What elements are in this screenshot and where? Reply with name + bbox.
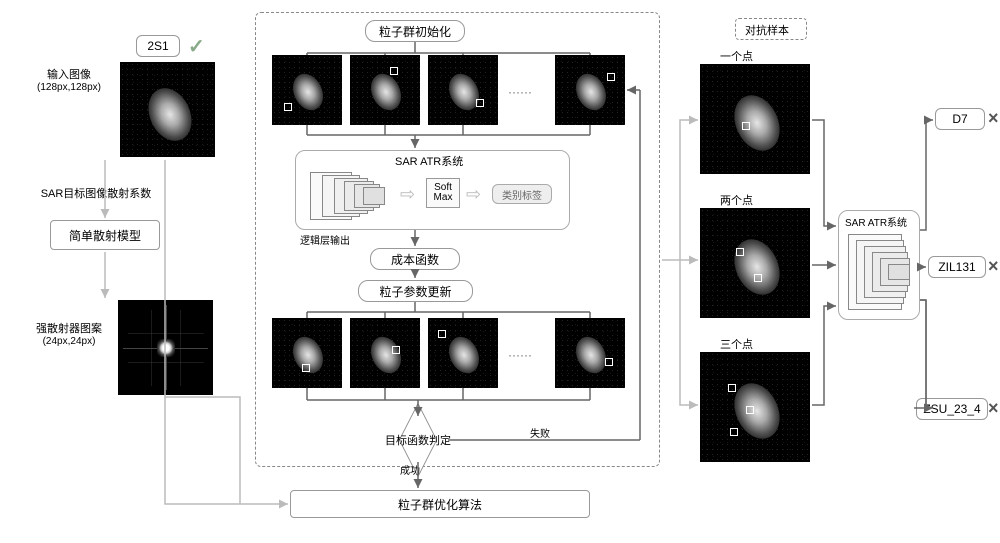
adv-sample-label: 对抗样本 — [745, 22, 789, 38]
particle-top-1 — [272, 55, 342, 125]
class-label: 2S1 — [136, 35, 180, 57]
scatterer-pattern-label-text: 强散射器图案 — [24, 320, 114, 336]
sar-atr-right-title: SAR ATR系统 — [845, 214, 907, 229]
particle-top-3 — [428, 55, 498, 125]
simple-scatter-model: 简单散射模型 — [50, 220, 160, 250]
input-image-label: 输入图像 (128px,128px) — [24, 66, 114, 93]
adv-img-3 — [700, 352, 810, 462]
cnn-stack-right — [848, 234, 912, 312]
update-box: 粒子参数更新 — [358, 280, 473, 302]
fail-label: 失败 — [530, 425, 550, 440]
pso-box-text: 粒子群优化算法 — [398, 496, 482, 513]
one-point-label: 一个点 — [720, 48, 753, 64]
arrow-softmax-tag-icon: ⇨ — [466, 184, 481, 205]
class-tag-box: 类别标签 — [492, 184, 552, 204]
dots-top: ······ — [508, 85, 532, 99]
particle-bot-2 — [350, 318, 420, 388]
scatterer-pattern-label: 强散射器图案 (24px,24px) — [24, 320, 114, 347]
init-box-text: 粒子群初始化 — [379, 23, 451, 40]
arrow-cnn-softmax-icon: ⇨ — [400, 184, 415, 205]
update-text: 粒子参数更新 — [379, 283, 451, 300]
class-label-text: 2S1 — [147, 39, 168, 53]
particle-bot-1 — [272, 318, 342, 388]
dots-bot: ······ — [508, 348, 532, 362]
cost-fn-box: 成本函数 — [370, 248, 460, 270]
input-image-dims: (128px,128px) — [24, 82, 114, 93]
out-label-2: ZIL131 — [928, 256, 986, 278]
softmax-box: Soft Max — [426, 178, 460, 208]
x-icon-1: × — [988, 108, 999, 129]
sar-coeff-label: SAR目标图像散射系数 — [26, 185, 166, 201]
scatterer-pattern-image — [118, 300, 213, 395]
out-label-3-text: ZSU_23_4 — [923, 402, 980, 416]
out-label-1-text: D7 — [952, 112, 967, 126]
success-label: 成功 — [400, 462, 420, 477]
particle-top-4 — [555, 55, 625, 125]
out-label-1: D7 — [935, 108, 985, 130]
logit-out-label: 逻辑层输出 — [300, 232, 350, 247]
out-label-2-text: ZIL131 — [938, 260, 975, 274]
particle-top-2 — [350, 55, 420, 125]
simple-scatter-model-text: 简单散射模型 — [69, 227, 141, 244]
out-label-3: ZSU_23_4 — [916, 398, 988, 420]
particle-bot-3 — [428, 318, 498, 388]
input-image-label-text: 输入图像 — [24, 66, 114, 82]
init-box: 粒子群初始化 — [365, 20, 465, 42]
pso-box: 粒子群优化算法 — [290, 490, 590, 518]
scatterer-pattern-dims: (24px,24px) — [24, 336, 114, 347]
input-sar-image — [120, 62, 215, 157]
cost-fn-text: 成本函数 — [391, 251, 439, 268]
x-icon-2: × — [988, 256, 999, 277]
decision-text: 目标函数判定 — [382, 432, 454, 448]
particle-bot-4 — [555, 318, 625, 388]
sar-atr-inner-title: SAR ATR系统 — [395, 153, 463, 169]
x-icon-3: × — [988, 398, 999, 419]
three-point-label: 三个点 — [720, 336, 753, 352]
adv-img-2 — [700, 208, 810, 318]
two-point-label: 两个点 — [720, 192, 753, 208]
check-icon: ✓ — [188, 34, 205, 59]
cnn-stack-inner — [310, 172, 400, 222]
adv-img-1 — [700, 64, 810, 174]
